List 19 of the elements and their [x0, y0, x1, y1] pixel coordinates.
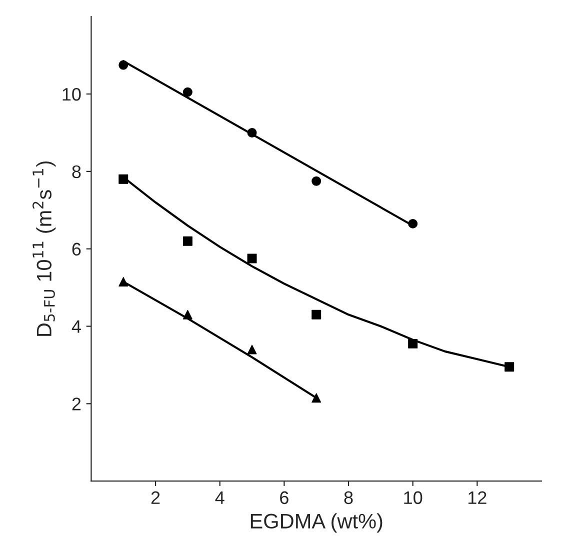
x-tick-label: 8	[344, 491, 353, 504]
point	[182, 236, 192, 246]
x-tick-label: 2	[151, 491, 160, 504]
point	[312, 310, 322, 320]
y-tick-label: 4	[72, 320, 81, 333]
y-tick-label: 8	[72, 165, 81, 178]
point	[182, 87, 192, 97]
x-axis-title: EGDMA (wt%)	[250, 513, 382, 533]
x-tick-label: 10	[404, 491, 422, 504]
point	[247, 344, 257, 354]
y-tick-label: 2	[72, 398, 81, 410]
text: D$_{5-FU}$ 10$^{11}$ (m$^{2}$s$^{−1}$)	[32, 161, 56, 336]
x-tick-label: 6	[280, 491, 288, 504]
point	[312, 176, 322, 186]
y-tick-label: 6	[72, 242, 81, 256]
point	[247, 254, 257, 264]
y-tick-label: 10	[62, 88, 81, 101]
x-tick-label: 4	[215, 491, 224, 504]
x-tick-label: 12	[468, 491, 486, 504]
